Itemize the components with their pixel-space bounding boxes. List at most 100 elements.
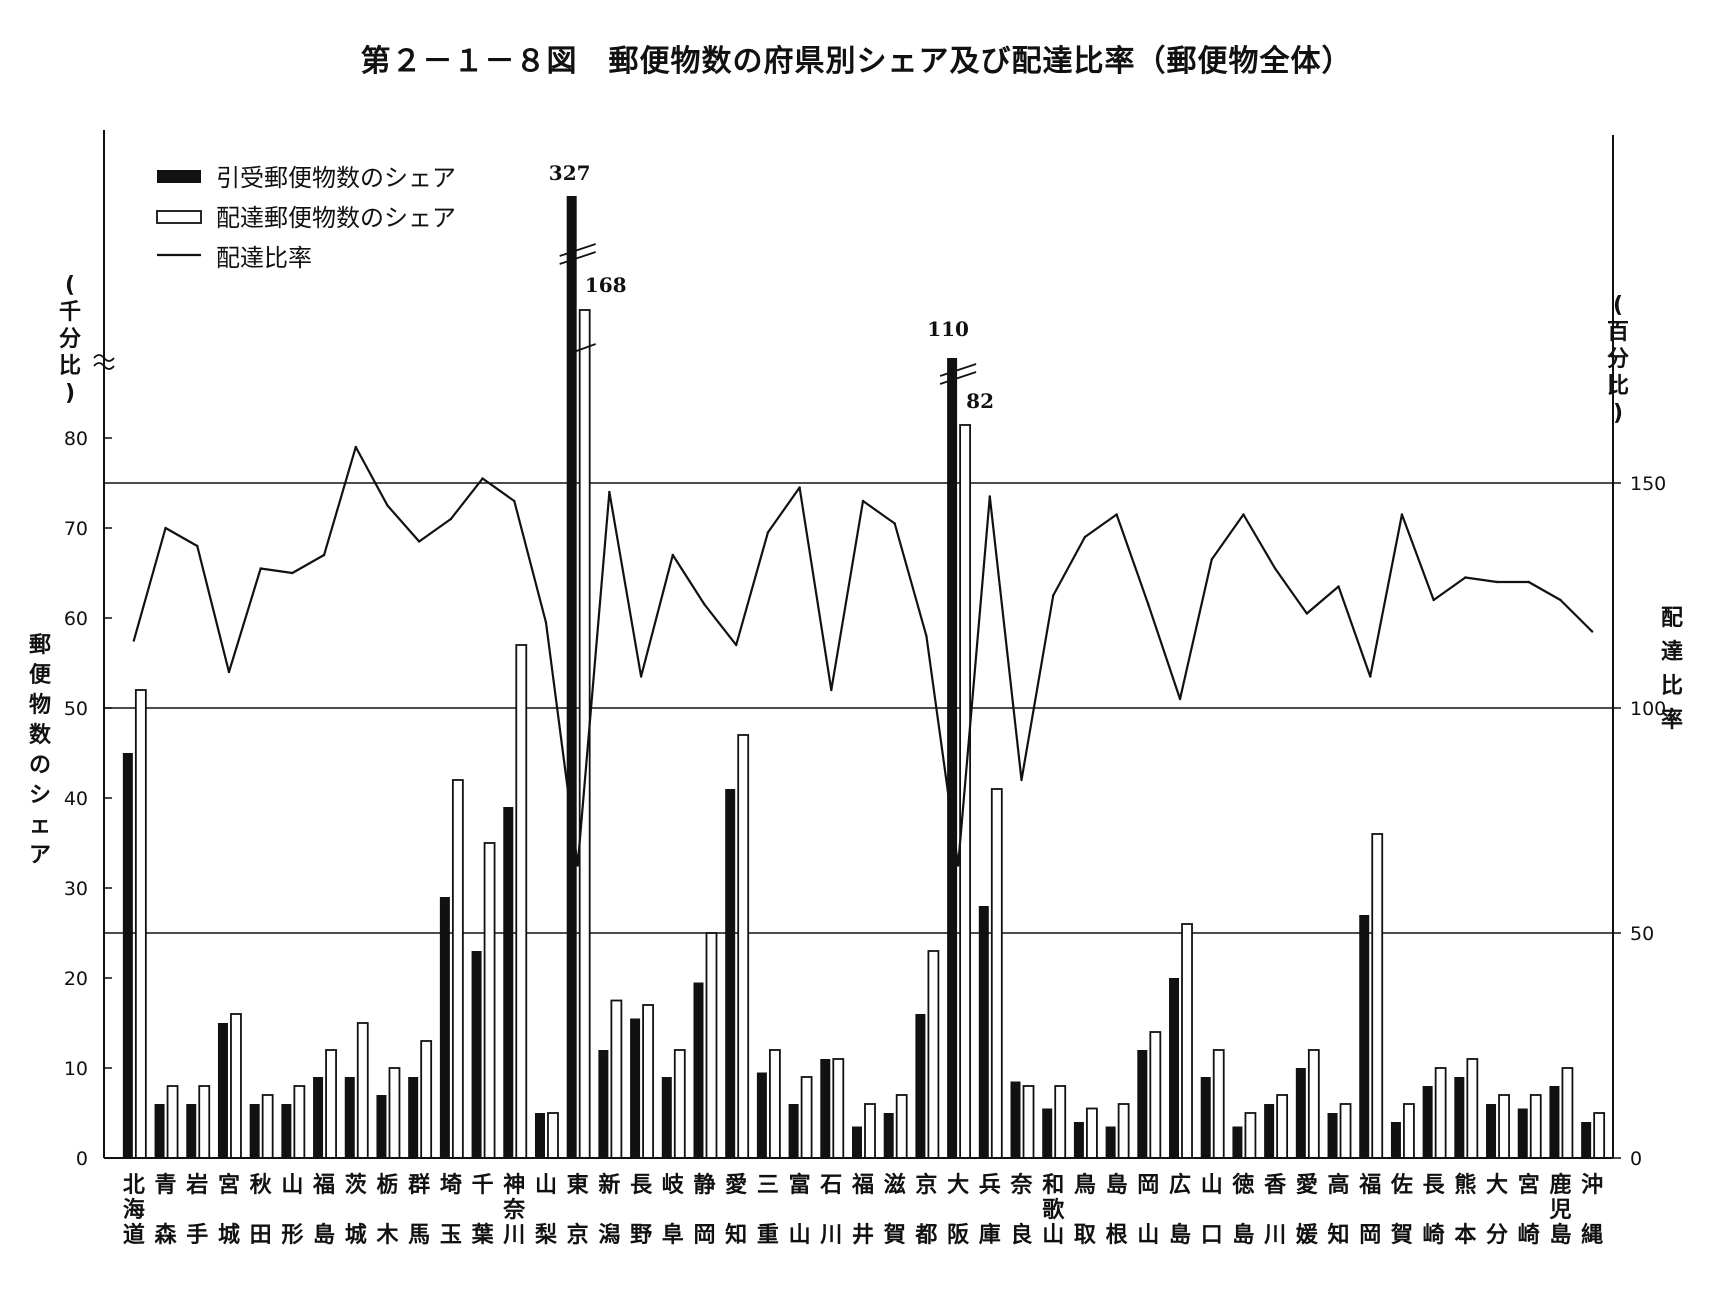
bar-haitatsu xyxy=(610,999,623,1159)
legend-label: 引受郵便物数のシェア xyxy=(216,164,456,192)
bar-haitatsu xyxy=(1117,1103,1130,1159)
category-label-char: 岡 xyxy=(1137,1173,1159,1198)
bar-hikiuke xyxy=(1137,1050,1148,1158)
ratio-point xyxy=(291,571,294,575)
category-label: 沖縄 xyxy=(1581,1173,1603,1248)
legend-label: 配達郵便物数のシェア xyxy=(216,204,456,232)
category-label-char: 山 xyxy=(1201,1173,1223,1198)
ratio-point xyxy=(734,643,738,647)
category-label: 茨城 xyxy=(345,1173,367,1248)
category-label-char: 山 xyxy=(789,1223,811,1248)
category-label: 群馬 xyxy=(408,1172,430,1248)
bar-hikiuke xyxy=(1073,1122,1084,1158)
category-label-char: 島 xyxy=(1106,1172,1128,1198)
category-label: 新潟 xyxy=(598,1172,620,1248)
bar-haitatsu xyxy=(1434,1067,1447,1159)
category-label: 長崎 xyxy=(1423,1173,1446,1248)
right-tick-label: 100 xyxy=(1630,698,1666,720)
right-axis-title-char: 比 xyxy=(1661,674,1683,699)
category-label-char: 徳 xyxy=(1231,1172,1254,1198)
ratio-point xyxy=(1337,585,1340,588)
category-label-char: 賀 xyxy=(1390,1223,1413,1248)
left-axis-unit: (千分比) xyxy=(59,273,81,406)
bar-hikiuke xyxy=(598,1050,609,1158)
bar-haitatsu xyxy=(134,689,147,1159)
legend-swatch-haitatsu xyxy=(156,210,202,224)
category-label-char: 新 xyxy=(598,1172,620,1198)
category-label: 石川 xyxy=(819,1173,842,1248)
category-label-char: 山 xyxy=(1137,1223,1159,1248)
category-label-char: 島 xyxy=(1169,1222,1191,1248)
bar-haitatsu xyxy=(1529,1094,1542,1159)
right-tick-label: 50 xyxy=(1630,923,1654,945)
bar-haitatsu xyxy=(642,1004,654,1159)
bar-hikiuke xyxy=(1549,1086,1560,1158)
category-label: 兵庫 xyxy=(979,1173,1001,1248)
category-label: 佐賀 xyxy=(1390,1172,1413,1248)
category-label-char: 東 xyxy=(567,1173,589,1198)
bar-hikiuke xyxy=(915,1014,926,1158)
category-label-char: 広 xyxy=(1169,1172,1191,1198)
category-label: 静岡 xyxy=(693,1172,715,1248)
category-label-char: 潟 xyxy=(598,1223,620,1248)
bar-haitatsu xyxy=(1086,1107,1098,1159)
ratio-point xyxy=(1115,513,1118,516)
ratio-point xyxy=(861,499,865,503)
bar-haitatsu xyxy=(388,1067,401,1159)
category-label-char: 玉 xyxy=(440,1223,462,1248)
category-label-char: 知 xyxy=(1328,1222,1350,1248)
legend-swatch-hikiuke xyxy=(157,170,201,183)
axes: 01020304050607080050100150郵便物数のシェア(千分比)配… xyxy=(29,130,1683,1170)
left-axis-title-char: ア xyxy=(29,843,51,868)
bar-hikiuke xyxy=(1486,1104,1497,1158)
category-label-char: 児 xyxy=(1548,1198,1571,1223)
category-label-char: 城 xyxy=(345,1222,367,1248)
category-label-char: 福 xyxy=(851,1173,874,1198)
right-axis-unit-char: 比 xyxy=(1607,374,1629,399)
bar-hikiuke xyxy=(1295,1068,1306,1158)
category-label: 大分 xyxy=(1486,1173,1508,1248)
category-label-char: 茨 xyxy=(345,1173,367,1198)
ratio-point xyxy=(1020,778,1023,782)
ratio-point xyxy=(893,522,896,525)
right-axis-unit-char: 分 xyxy=(1607,347,1629,372)
ratio-point xyxy=(132,639,136,642)
bar-hikiuke xyxy=(217,1023,228,1158)
ratio-point xyxy=(164,526,167,530)
category-label: 高知 xyxy=(1328,1172,1350,1248)
bar-haitatsu xyxy=(1339,1103,1352,1159)
bar-hikiuke xyxy=(883,1113,894,1158)
category-label-char: 和 xyxy=(1042,1173,1064,1198)
ratio-point xyxy=(1052,594,1055,597)
category-label-char: 葉 xyxy=(471,1223,495,1248)
ratio-point xyxy=(703,603,706,606)
ratio-point xyxy=(1273,567,1277,570)
category-label-char: 滋 xyxy=(884,1172,906,1198)
bar-hikiuke xyxy=(1105,1126,1116,1158)
left-axis-title-char: 物 xyxy=(29,692,51,718)
category-label-char: 分 xyxy=(1486,1223,1508,1248)
category-label-char: 山 xyxy=(281,1173,303,1198)
bar-hikiuke xyxy=(1581,1122,1592,1158)
ratio-point xyxy=(1083,535,1087,539)
category-label-char: 三 xyxy=(757,1173,779,1198)
bar-hikiuke xyxy=(725,789,736,1158)
bar-haitatsu xyxy=(483,842,496,1159)
category-label: 山形 xyxy=(281,1173,303,1248)
category-label: 滋賀 xyxy=(883,1172,906,1248)
category-label-char: 口 xyxy=(1201,1223,1223,1248)
legend-label: 配達比率 xyxy=(216,244,312,272)
right-axis-title-char: 率 xyxy=(1661,707,1683,733)
ratio-point xyxy=(513,499,516,503)
left-tick-label: 80 xyxy=(64,428,88,450)
category-label-char: 道 xyxy=(123,1222,145,1248)
bar-haitatsu xyxy=(673,1049,686,1159)
category-label-char: 阜 xyxy=(662,1222,684,1248)
left-tick-label: 50 xyxy=(64,698,88,720)
category-label: 愛知 xyxy=(725,1172,747,1248)
bar-haitatsu xyxy=(356,1022,369,1159)
bar-hikiuke xyxy=(820,1059,831,1158)
category-label-char: 神 xyxy=(503,1172,525,1198)
bar-break-mark xyxy=(559,243,596,265)
category-label: 京都 xyxy=(914,1172,937,1248)
